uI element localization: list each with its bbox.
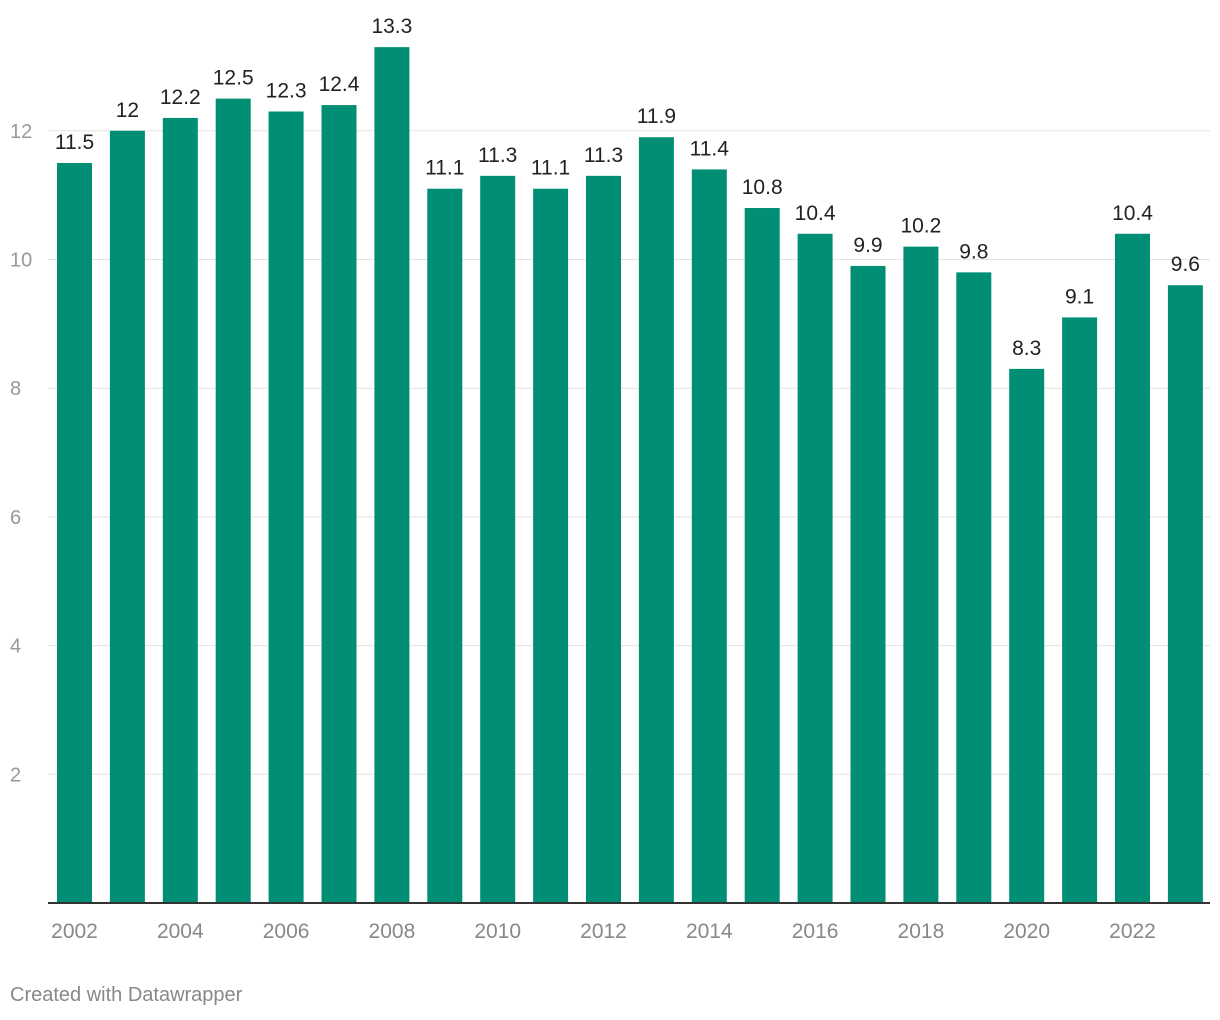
- x-axis-ticks: 2002 2004 2006 2008 2010 2012 2014 2016 2018 2020…: [51, 920, 1156, 943]
- x-tick-label: 2008: [369, 920, 416, 943]
- value-label: 11.3: [478, 144, 517, 167]
- bar-2014: [691, 169, 727, 903]
- bar-2022: [1115, 233, 1150, 903]
- y-axis-ticks: 2 4 6 8 10 12: [10, 121, 32, 786]
- x-tick-label: 2018: [898, 920, 945, 943]
- value-label: 10.4: [1112, 202, 1153, 225]
- bar-2009: [427, 188, 463, 904]
- value-label: 9.8: [959, 240, 988, 263]
- y-tick-label: 2: [10, 764, 21, 786]
- value-label: 9.1: [1065, 285, 1094, 308]
- bar-2017: [850, 265, 886, 903]
- y-tick-label: 8: [10, 378, 21, 400]
- footer-credit: Created with Datawrapper: [10, 984, 243, 1006]
- bar-2015: [744, 208, 780, 903]
- bar-2002: [57, 162, 92, 904]
- value-label: 11.1: [425, 157, 464, 180]
- x-tick-label: 2014: [686, 920, 733, 943]
- x-tick-label: 2016: [792, 920, 839, 943]
- bar-2004: [162, 117, 198, 904]
- y-tick-label: 12: [10, 121, 32, 143]
- x-tick-label: 2006: [263, 920, 310, 943]
- y-tick-label: 4: [10, 636, 21, 658]
- value-label: 12.3: [266, 79, 307, 102]
- bar-2012: [586, 175, 621, 904]
- x-tick-label: 2010: [474, 920, 521, 943]
- y-tick-label: 6: [10, 507, 21, 529]
- bar-2013: [638, 137, 674, 904]
- value-label: 10.2: [900, 215, 941, 238]
- value-label: 10.4: [795, 202, 836, 225]
- value-labels: 11.5 12 12.2 12.5 12.3 12.4 13.3 11.1 11.3 11.1 11…: [55, 15, 1200, 360]
- bars: [57, 47, 1203, 904]
- bar-2010: [480, 175, 516, 904]
- value-label: 9.6: [1171, 253, 1200, 276]
- value-label: 12.4: [319, 73, 360, 96]
- x-tick-label: 2022: [1109, 920, 1156, 943]
- value-label: 12.5: [213, 67, 254, 90]
- bar-2003: [109, 130, 145, 904]
- x-tick-label: 2012: [580, 920, 627, 943]
- bar-2016: [797, 233, 833, 903]
- value-label: 12.2: [160, 86, 201, 109]
- x-tick-label: 2020: [1003, 920, 1050, 943]
- bar-2007: [321, 105, 357, 903]
- x-tick-label: 2004: [157, 920, 204, 943]
- value-label: 12: [116, 99, 139, 122]
- bar-2008: [374, 47, 410, 903]
- x-tick-label: 2002: [51, 920, 98, 943]
- value-label: 11.3: [584, 144, 623, 167]
- bar-2005: [215, 98, 251, 903]
- bar-2023: [1167, 285, 1203, 903]
- value-label: 10.8: [742, 176, 783, 199]
- bar-2006: [268, 111, 304, 904]
- value-label: 9.9: [853, 234, 882, 257]
- value-label: 11.1: [531, 157, 570, 180]
- value-label: 8.3: [1012, 337, 1041, 360]
- bar-2018: [903, 246, 939, 903]
- y-tick-label: 10: [10, 250, 32, 272]
- bar-2020: [1009, 368, 1045, 903]
- bar-2019: [956, 272, 992, 903]
- bar-2021: [1062, 317, 1098, 903]
- value-label: 11.4: [690, 137, 730, 160]
- bar-2011: [533, 188, 569, 904]
- value-label: 11.9: [637, 105, 676, 128]
- value-label: 11.5: [55, 131, 94, 154]
- value-label: 13.3: [371, 15, 412, 38]
